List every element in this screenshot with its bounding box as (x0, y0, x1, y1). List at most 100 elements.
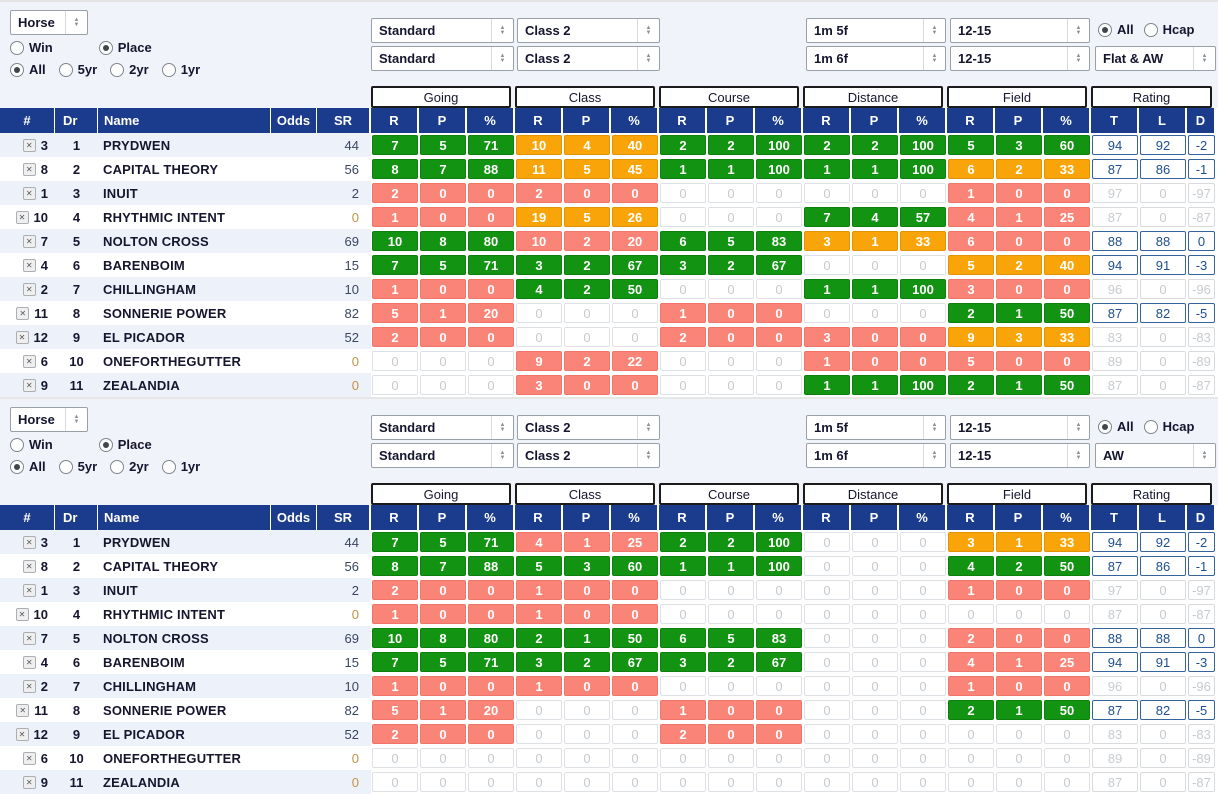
rating-diff-value: -87 (1188, 604, 1215, 624)
rating-diff-value: -2 (1188, 135, 1215, 155)
strike-rate-value: 52 (344, 329, 359, 345)
remove-runner-button[interactable]: ✕ (22, 162, 36, 176)
remove-runner-button[interactable]: ✕ (22, 535, 36, 549)
remove-runner-button[interactable]: ✕ (22, 234, 36, 248)
updown-arrows-icon: ▲ ▼ (1067, 416, 1089, 439)
stat-cell-going-P: 0 (420, 580, 466, 600)
stat-cell-dist-P: 4 (852, 207, 898, 227)
bet-type-option-win[interactable]: Win (10, 40, 53, 55)
race-type-option-hcap[interactable]: Hcap (1143, 22, 1194, 37)
remove-runner-button[interactable]: ✕ (22, 655, 36, 669)
stat-cell-field-R: 2 (948, 375, 994, 395)
stat-cell-going-R: 7 (372, 135, 418, 155)
race-type-option-all[interactable]: All (1098, 22, 1134, 37)
stat-cell-cls-P: 1 (564, 532, 610, 552)
going-select-2[interactable]: Standard ▲ ▼ (371, 46, 514, 71)
going-select-2[interactable]: Standard ▲ ▼ (371, 443, 514, 468)
runner-number: 12 (33, 726, 48, 742)
stat-cell-course-P: 2 (708, 652, 754, 672)
remove-runner-button[interactable]: ✕ (22, 559, 36, 573)
remove-runner-button[interactable]: ✕ (15, 330, 29, 344)
remove-runner-button[interactable]: ✕ (16, 306, 30, 320)
col-header-p: P (707, 505, 753, 530)
age-filter-option-5yr[interactable]: 5yr (58, 459, 97, 474)
stat-cell-course-%: 100 (756, 532, 802, 552)
class-select-1[interactable]: Class 2 ▲ ▼ (517, 415, 660, 440)
remove-runner-button[interactable]: ✕ (22, 138, 36, 152)
race-type-option-hcap[interactable]: Hcap (1143, 419, 1194, 434)
remove-runner-button[interactable]: ✕ (15, 727, 29, 741)
stat-cell-going-P: 0 (420, 183, 466, 203)
table-row: ✕ 3 1 PRYDWEN 44 7 5 71 10 4 40 2 2 100 2 2 100 5 3 60 94 92-… (0, 133, 1218, 157)
updown-arrows-icon: ▲ ▼ (923, 416, 945, 439)
distance-select-2[interactable]: 1m 6f ▲ ▼ (806, 46, 946, 71)
surface-select[interactable]: AW ▲ ▼ (1095, 443, 1216, 468)
remove-runner-button[interactable]: ✕ (22, 282, 36, 296)
remove-runner-button[interactable]: ✕ (22, 679, 36, 693)
stat-cell-going-P: 5 (420, 652, 466, 672)
age-filter-option-2yr[interactable]: 2yr (110, 62, 149, 77)
stat-cell-going-%: 0 (468, 351, 514, 371)
remove-runner-button[interactable]: ✕ (22, 751, 36, 765)
surface-select[interactable]: Flat & AW ▲ ▼ (1095, 46, 1216, 71)
group-header-rating: Rating (1091, 483, 1212, 505)
remove-runner-button[interactable]: ✕ (15, 210, 29, 224)
remove-runner-button[interactable]: ✕ (22, 583, 36, 597)
going-select-1[interactable]: Standard ▲ ▼ (371, 415, 514, 440)
age-filter-option-all[interactable]: All (10, 459, 46, 474)
distance-select-2[interactable]: 1m 6f ▲ ▼ (806, 443, 946, 468)
field-select-1[interactable]: 12-15 ▲ ▼ (950, 18, 1090, 43)
rating-last-value: 88 (1140, 231, 1186, 251)
remove-runner-button[interactable]: ✕ (22, 631, 36, 645)
stat-cell-dist-R: 0 (804, 652, 850, 672)
table-row: ✕ 2 7 CHILLINGHAM 10 1 0 0 1 0 0 0 0 0 0 0 0 1 0 0 96 0 -96 (0, 674, 1218, 698)
horse-name: BARENBOIM (103, 257, 185, 273)
class-select-1[interactable]: Class 2 ▲ ▼ (517, 18, 660, 43)
age-filter-option-1yr[interactable]: 1yr (161, 62, 201, 77)
stat-cell-going-R: 8 (372, 159, 418, 179)
horse-select[interactable]: Horse ▲ ▼ (10, 407, 88, 432)
class-select-2[interactable]: Class 2 ▲ ▼ (517, 46, 660, 71)
horse-name: PRYDWEN (103, 534, 171, 550)
col-header-r: R (515, 505, 561, 530)
age-filter-option-label: 1yr (180, 62, 201, 77)
bet-type-option-place[interactable]: Place (98, 437, 152, 452)
stat-cell-going-P: 0 (420, 724, 466, 744)
distance-select-1[interactable]: 1m 5f ▲ ▼ (806, 415, 946, 440)
horse-name: CHILLINGHAM (103, 281, 197, 297)
age-filter-option-1yr[interactable]: 1yr (161, 459, 200, 474)
runner-number-cell: ✕ 10 (0, 210, 55, 225)
remove-runner-button[interactable]: ✕ (22, 186, 36, 200)
stat-cell-course-R: 0 (660, 375, 706, 395)
age-filter-option-all[interactable]: All (10, 62, 46, 77)
age-filter-option-2yr[interactable]: 2yr (110, 459, 149, 474)
bet-type-option-place[interactable]: Place (98, 40, 152, 55)
runner-number: 11 (34, 702, 48, 718)
stat-cell-dist-R: 7 (804, 207, 850, 227)
field-select-2[interactable]: 12-15 ▲ ▼ (950, 443, 1090, 468)
race-type-option-all[interactable]: All (1098, 419, 1134, 434)
remove-runner-button[interactable]: ✕ (22, 354, 36, 368)
stat-cell-cls-%: 67 (612, 255, 658, 275)
bet-type-option-win[interactable]: Win (10, 437, 53, 452)
remove-runner-button[interactable]: ✕ (22, 378, 36, 392)
remove-runner-button[interactable]: ✕ (22, 258, 36, 272)
field-select-1[interactable]: 12-15 ▲ ▼ (950, 415, 1090, 440)
col-header-number: # (0, 505, 54, 530)
stat-cell-dist-R: 0 (804, 255, 850, 275)
horse-select[interactable]: Horse ▲ ▼ (10, 10, 88, 35)
rating-last-value: 88 (1140, 628, 1186, 648)
stat-cell-course-P: 1 (708, 556, 754, 576)
going-select-1[interactable]: Standard ▲ ▼ (371, 18, 514, 43)
remove-runner-button[interactable]: ✕ (15, 607, 29, 621)
field-select-2[interactable]: 12-15 ▲ ▼ (950, 46, 1090, 71)
class-select-2[interactable]: Class 2 ▲ ▼ (517, 443, 660, 468)
stat-cell-going-%: 80 (468, 628, 514, 648)
remove-runner-button[interactable]: ✕ (16, 703, 30, 717)
strike-rate-value: 0 (351, 750, 359, 766)
age-filter-option-5yr[interactable]: 5yr (58, 62, 97, 77)
remove-runner-button[interactable]: ✕ (22, 775, 36, 789)
runner-info: ✕ 4 6 BARENBOIM 15 (0, 253, 371, 277)
col-header-%: % (611, 108, 657, 133)
distance-select-1[interactable]: 1m 5f ▲ ▼ (806, 18, 946, 43)
